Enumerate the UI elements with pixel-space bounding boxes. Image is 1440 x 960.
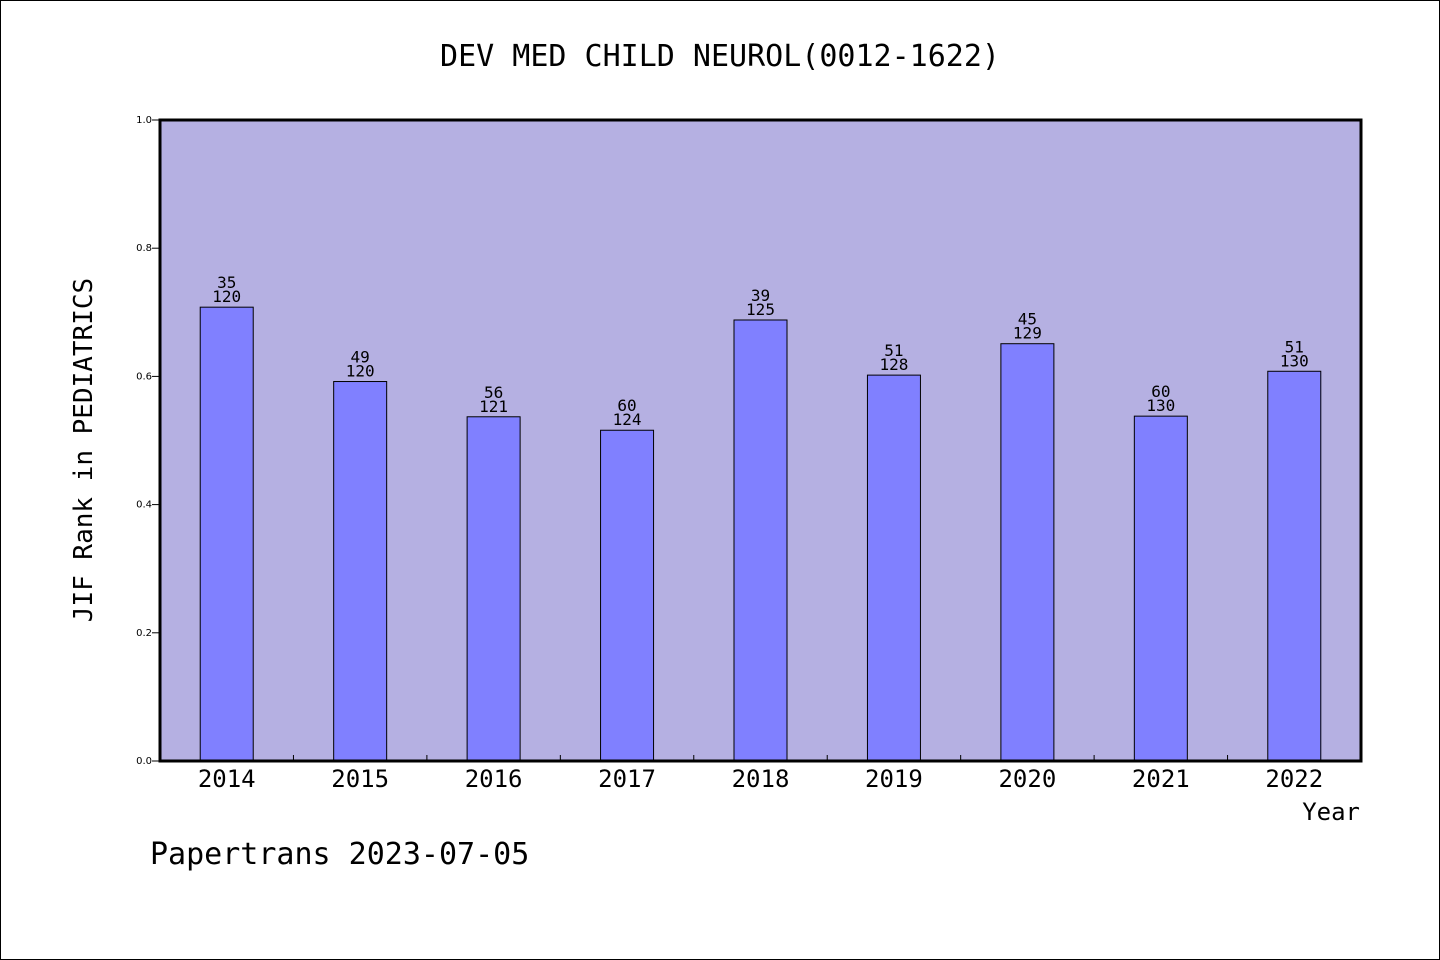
total-label-2017: 124 [613,410,642,429]
x-tick-label-2017: 2017 [598,765,656,793]
rank-label-2021: 60 [1151,382,1170,401]
x-tick-label-2021: 2021 [1132,765,1190,793]
x-tick-label-2015: 2015 [331,765,389,793]
total-label-2015: 120 [346,362,375,381]
bar-2019 [866,374,921,762]
x-tick-label-2019: 2019 [865,765,923,793]
chart-title: DEV MED CHILD NEUROL(0012-1622) [440,39,1000,74]
rank-label-2016: 56 [484,383,503,402]
rank-label-2020: 45 [1018,310,1037,329]
total-label-2021: 130 [1146,396,1175,415]
y-tick-label: 0.2 [136,628,152,639]
y-tick-label: 1.0 [136,115,152,126]
rank-label-2015: 49 [351,348,370,367]
y-tick-label: 0.4 [136,500,152,511]
total-label-2018: 125 [746,300,775,319]
total-label-2020: 129 [1013,324,1042,343]
x-tick-label-2020: 2020 [998,765,1056,793]
x-tick-label-2018: 2018 [732,765,790,793]
bar-2015 [333,381,388,762]
rank-label-2014: 35 [217,273,236,292]
footer-stamp: Papertrans 2023-07-05 [150,837,529,872]
x-tick-label-2016: 2016 [465,765,523,793]
x-tick-label-2022: 2022 [1265,765,1323,793]
total-label-2014: 120 [212,287,241,306]
ticks-group: 0.0 0.2 0.4 0.6 0.8 1.0 2014 2015 2016 2017 2018 20… [136,115,1323,793]
bar-2022 [1267,370,1322,762]
x-tick-label-2014: 2014 [198,765,256,793]
bars-group [199,306,1322,762]
bar-2017 [600,429,655,762]
plot-border [158,118,1363,763]
total-label-2019: 128 [879,355,908,374]
bar-2018 [733,319,788,762]
rank-label-2018: 39 [751,286,770,305]
rank-label-2017: 60 [617,396,636,415]
bar-2016 [466,416,521,762]
total-label-2016: 121 [479,397,508,416]
y-axis-label: JIF Rank in PEDIATRICS [69,278,99,622]
rank-label-2022: 51 [1285,337,1304,356]
y-tick-label: 0.6 [136,371,152,382]
rank-label-2019: 51 [884,341,903,360]
y-tick-label: 0.0 [136,756,152,767]
bar-2020 [1000,343,1055,762]
bar-2014 [199,306,254,762]
x-axis-label: Year [1302,798,1360,826]
y-tick-label: 0.8 [136,243,152,254]
total-label-2022: 130 [1280,351,1309,370]
bar-2021 [1133,415,1188,762]
